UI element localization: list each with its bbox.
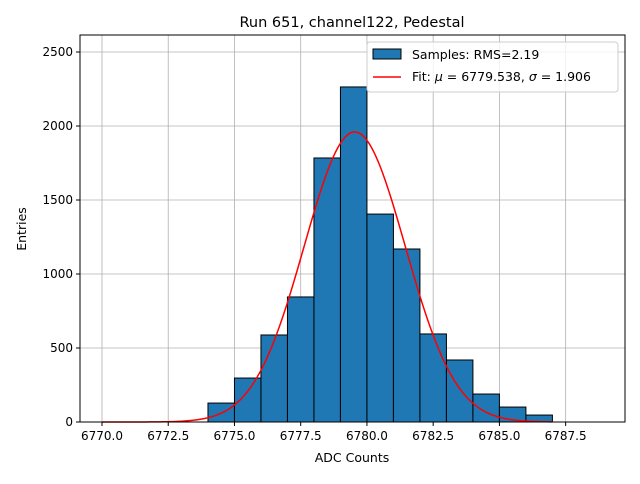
y-tick-label: 2500 (42, 45, 73, 59)
sigma-value: = 1.906 (537, 69, 591, 84)
histogram-bar (392, 248, 421, 423)
x-axis-ticks: 6770.0 6772.5 6775.0 6777.5 6780.0 6782.5 6785… (81, 422, 587, 443)
histogram-bar (472, 393, 500, 423)
histogram-bars (207, 86, 553, 423)
chart-title: Run 651, channel122, Pedestal (239, 15, 464, 31)
x-tick-label: 6775.0 (213, 429, 255, 443)
histogram-bar (366, 213, 394, 423)
fit-prefix: Fit: (412, 69, 435, 84)
legend: Samples: RMS=2.19 Fit: μ = 6779.538, σ =… (366, 41, 619, 93)
legend-box (366, 41, 619, 93)
x-tick-label: 6785.0 (478, 429, 520, 443)
x-tick-label: 6782.5 (412, 429, 454, 443)
x-tick-label: 6770.0 (81, 429, 123, 443)
legend-histogram-label: Samples: RMS=2.19 (412, 47, 539, 62)
mu-symbol: μ (434, 69, 443, 84)
legend-fit-label: Fit: μ = 6779.538, σ = 1.906 (412, 69, 591, 84)
histogram-bar (445, 359, 474, 423)
legend-histogram-swatch (372, 48, 402, 60)
fit-curve (101, 131, 553, 423)
x-axis-label: ADC Counts (315, 450, 390, 465)
sigma-symbol: σ (529, 69, 538, 84)
histogram-bar (260, 334, 288, 423)
y-tick-label: 1500 (42, 193, 73, 207)
plot-frame (79, 34, 626, 423)
histogram-bar (233, 377, 262, 423)
mu-value: = 6779.538, (443, 69, 529, 84)
y-tick-label: 1000 (42, 267, 73, 281)
y-axis-ticks: 0 500 1000 1500 2000 2500 (42, 45, 80, 429)
y-axis-label: Entries (14, 207, 29, 251)
y-tick-label: 500 (50, 341, 73, 355)
histogram-bar (286, 296, 315, 423)
y-tick-label: 0 (65, 415, 73, 429)
x-tick-label: 6780.0 (346, 429, 388, 443)
histogram-bar (419, 333, 447, 423)
y-tick-label: 2000 (42, 119, 73, 133)
x-tick-label: 6787.5 (545, 429, 587, 443)
x-tick-label: 6777.5 (280, 429, 322, 443)
x-tick-label: 6772.5 (147, 429, 189, 443)
